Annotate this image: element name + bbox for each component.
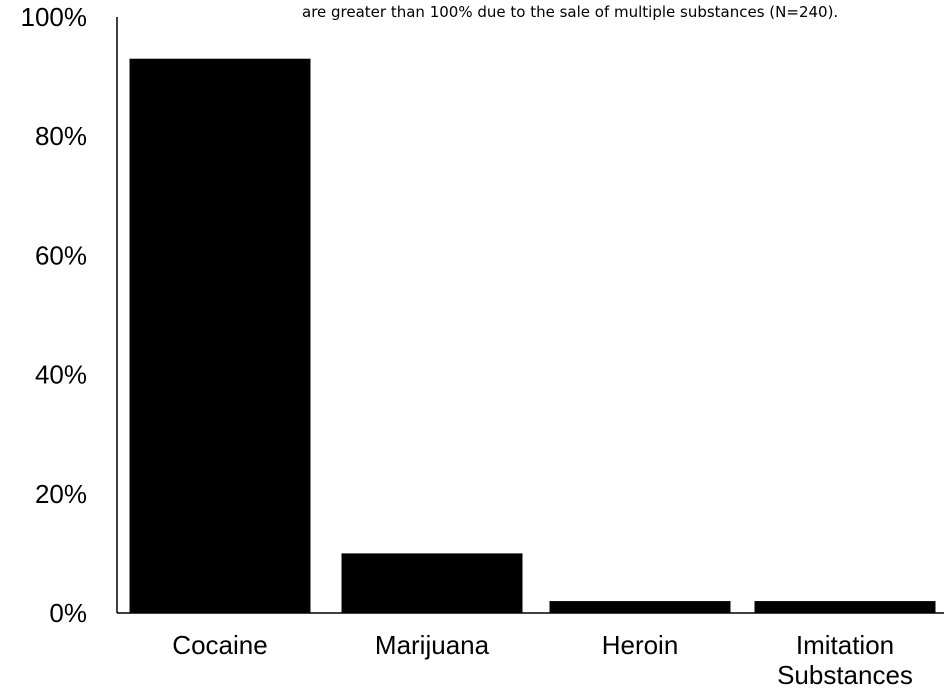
bar-heroin [549,601,731,613]
x-tick-label-heroin: Heroin [602,630,679,660]
x-tick-label-marijuana: Marijuana [375,630,490,660]
x-tick-label-imitation-substances: Imitation Substances [777,630,913,690]
bar-cocaine [129,58,311,614]
chart-note: are greater than 100% due to the sale of… [302,3,838,21]
y-tick-label: 60% [35,240,87,270]
bar-imitation-substances [754,601,936,613]
y-tick-label: 100% [21,2,88,32]
bar-marijuana [341,553,523,613]
y-tick-label: 0% [49,598,87,628]
bars [129,58,936,614]
y-axis-ticks: 0% 20% 40% 60% 80% 100% [21,2,88,628]
x-tick-label-cocaine: Cocaine [172,630,267,660]
y-tick-label: 40% [35,360,87,390]
x-axis-labels: Cocaine Marijuana Heroin Imitation Substance… [172,630,913,690]
y-tick-label: 20% [35,479,87,509]
y-tick-label: 80% [35,121,87,151]
